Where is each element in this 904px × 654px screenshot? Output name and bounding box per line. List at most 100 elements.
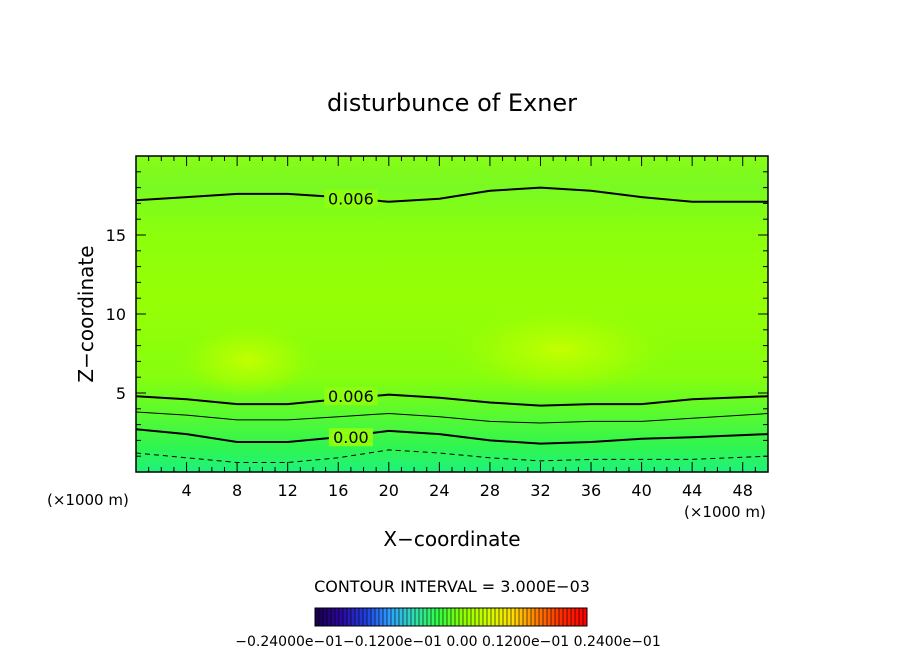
colorbar-swatch <box>443 608 448 626</box>
colorbar-swatch <box>483 608 488 626</box>
colorbar-swatch <box>455 608 460 626</box>
colorbar-swatch <box>339 608 344 626</box>
colorbar-swatch <box>415 608 420 626</box>
colorbar-swatch <box>367 608 372 626</box>
contour-line <box>136 393 768 407</box>
colorbar-swatch <box>531 608 536 626</box>
colorbar-swatch <box>435 608 440 626</box>
contour-label-bg <box>324 387 378 406</box>
contour-line <box>136 411 768 424</box>
colorbar-swatch <box>559 608 564 626</box>
colorbar-swatch <box>507 608 512 626</box>
x-tick-label: 24 <box>429 481 449 500</box>
x-tick-label: 36 <box>581 481 601 500</box>
colorbar-swatch <box>567 608 572 626</box>
x-tick-label: 48 <box>733 481 753 500</box>
colorbar-swatch <box>323 608 328 626</box>
x-tick-label: 28 <box>480 481 500 500</box>
y-axis-ticks: 5 10 15 <box>106 171 768 457</box>
colorbar-swatch <box>419 608 424 626</box>
colorbar-swatch <box>475 608 480 626</box>
colorbar-swatch <box>503 608 508 626</box>
colorbar-swatch <box>363 608 368 626</box>
y-axis-label: Z−coordinate <box>74 245 98 382</box>
colorbar-swatch <box>563 608 568 626</box>
chart-title: disturbunce of Exner <box>327 89 577 117</box>
colorbar-swatch <box>335 608 340 626</box>
colorbar-swatch <box>579 608 584 626</box>
x-unit-right: (×1000 m) <box>684 503 766 521</box>
colorbar-swatch <box>431 608 436 626</box>
colorbar-swatch <box>411 608 416 626</box>
contour-label: 0.006 <box>328 387 374 406</box>
plot-fill <box>136 156 768 472</box>
x-tick-label: 32 <box>530 481 550 500</box>
y-tick-label: 5 <box>116 384 126 403</box>
colorbar-swatch <box>459 608 464 626</box>
x-tick-label: 4 <box>181 481 191 500</box>
colorbar <box>314 607 588 627</box>
colorbar-swatch <box>523 608 528 626</box>
colorbar-swatch <box>399 608 404 626</box>
colorbar-swatch <box>495 608 500 626</box>
colorbar-swatch <box>491 608 496 626</box>
plot-background <box>136 156 768 472</box>
colorbar-swatch <box>347 608 352 626</box>
contour-label-bg <box>328 428 373 447</box>
colorbar-swatch <box>319 608 324 626</box>
colorbar-swatch <box>575 608 580 626</box>
colorbar-swatch <box>571 608 576 626</box>
colorbar-swatch <box>423 608 428 626</box>
colorbar-swatch <box>383 608 388 626</box>
colorbar-swatch <box>331 608 336 626</box>
colorbar-swatch <box>327 608 332 626</box>
x-tick-label: 44 <box>682 481 702 500</box>
contour-label-bg <box>324 189 378 208</box>
colorbar-swatch <box>539 608 544 626</box>
colorbar-swatch <box>515 608 520 626</box>
x-tick-label: 40 <box>631 481 651 500</box>
fill-core-left <box>178 322 318 398</box>
contour-line <box>136 186 768 203</box>
colorbar-swatch <box>471 608 476 626</box>
colorbar-swatch <box>583 608 588 626</box>
colorbar-swatch <box>451 608 456 626</box>
contour-labels: 0.006 0.006 0.00 <box>324 189 378 447</box>
colorbar-swatch <box>387 608 392 626</box>
contour-label: 0.006 <box>328 190 374 209</box>
colorbar-swatch <box>391 608 396 626</box>
colorbar-swatch <box>407 608 412 626</box>
colorbar-swatch <box>371 608 376 626</box>
colorbar-frame <box>314 607 588 627</box>
colorbar-swatch <box>315 608 320 626</box>
colorbar-swatch <box>511 608 516 626</box>
colorbar-swatch <box>403 608 408 626</box>
x-axis-label: X−coordinate <box>383 527 520 551</box>
y-tick-label: 10 <box>106 305 126 324</box>
colorbar-swatch <box>355 608 360 626</box>
y-tick-label: 15 <box>106 226 126 245</box>
colorbar-swatch <box>499 608 504 626</box>
colorbar-swatch <box>395 608 400 626</box>
x-tick-label: 16 <box>328 481 348 500</box>
colorbar-swatch <box>527 608 532 626</box>
colorbar-swatch <box>535 608 540 626</box>
contour-interval-text: CONTOUR INTERVAL = 3.000E−03 <box>314 577 590 596</box>
colorbar-swatch <box>379 608 384 626</box>
colorbar-swatch <box>439 608 444 626</box>
colorbar-labels: −0.24000e−01−0.1200e−01 0.00 0.1200e−01 … <box>235 634 660 650</box>
colorbar-swatch <box>375 608 380 626</box>
colorbar-swatch <box>519 608 524 626</box>
colorbar-swatch <box>343 608 348 626</box>
colorbar-swatch <box>487 608 492 626</box>
x-tick-label: 12 <box>278 481 298 500</box>
contour-line <box>136 428 768 445</box>
colorbar-swatch <box>543 608 548 626</box>
colorbar-swatch <box>359 608 364 626</box>
colorbar-swatch <box>551 608 556 626</box>
x-unit-left: (×1000 m) <box>47 491 129 509</box>
colorbar-swatch <box>555 608 560 626</box>
x-tick-label: 8 <box>232 481 242 500</box>
colorbar-swatch <box>479 608 484 626</box>
